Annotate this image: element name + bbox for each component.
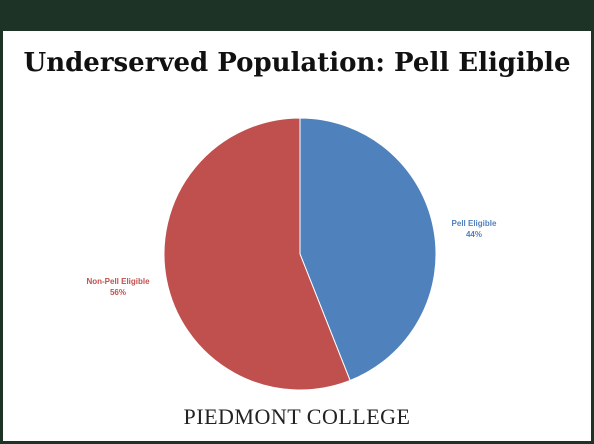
footer-college-name: PIEDMONT COLLEGE <box>183 404 411 429</box>
pie-chart: Pell Eligible 44% Non-Pell Eligible 56% <box>86 117 497 391</box>
pie-slice-pell-eligible <box>299 117 437 382</box>
pie-labels: Pell Eligible 44% Non-Pell Eligible 56% <box>86 219 497 297</box>
header-band <box>3 0 591 31</box>
label-non-pell-eligible-value: 56% <box>110 288 126 297</box>
label-pell-eligible-value: 44% <box>466 230 482 239</box>
pie-slice-non-pell-eligible <box>163 117 351 391</box>
slide-title: Underserved Population: Pell Eligible <box>23 48 571 78</box>
label-pell-eligible-name: Pell Eligible <box>452 219 497 228</box>
pie-slices <box>163 117 437 391</box>
label-non-pell-eligible-name: Non-Pell Eligible <box>86 277 150 286</box>
